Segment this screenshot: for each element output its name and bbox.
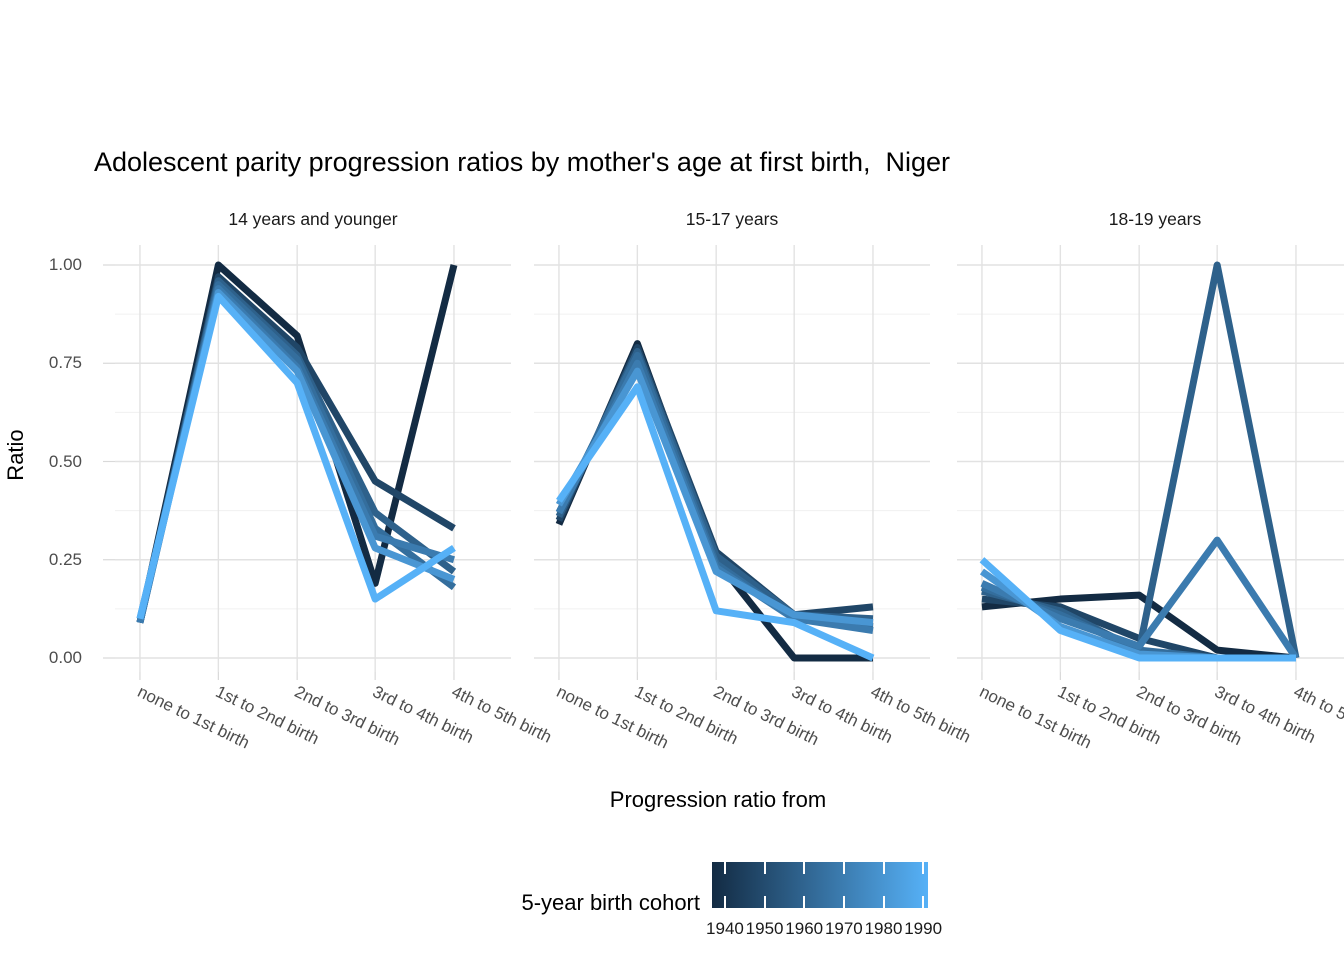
facet-strip-label-3: 18-19 years [1108, 209, 1202, 229]
x-axis-title: Progression ratio from [609, 787, 827, 812]
legend-tick-label: 1980 [864, 919, 903, 938]
line-chart-canvas [103, 245, 1344, 680]
legend-colorbar-tick [803, 896, 806, 908]
y-tick-label: 0.50 [48, 451, 82, 471]
legend-colorbar-tick [763, 896, 766, 908]
legend-colorbar-tick [763, 862, 766, 874]
legend-tick-label: 1970 [824, 919, 863, 938]
legend-colorbar-tick [882, 862, 885, 874]
y-tick-label: 0.00 [48, 648, 82, 667]
cohort-line-1990 [979, 557, 1296, 662]
legend-tick-label: 1960 [785, 919, 824, 938]
legend-colorbar-tick [922, 862, 925, 874]
facet-strip-label-1: 14 years and younger [228, 209, 398, 229]
legend-colorbar [712, 862, 928, 908]
legend-tick-label: 1940 [706, 919, 744, 938]
y-tick-label: 1.00 [48, 255, 82, 274]
legend-colorbar-tick [723, 862, 726, 874]
legend-colorbar-tick [803, 862, 806, 874]
chart-title: Adolescent parity progression ratios by … [94, 147, 951, 177]
legend-colorbar-tick [882, 896, 885, 908]
cohort-line-1980 [555, 367, 874, 627]
y-tick-label: 0.75 [48, 353, 82, 373]
legend-title: 5-year birth cohort [521, 890, 700, 915]
legend-colorbar-tick [842, 862, 845, 874]
y-tick-label: 0.25 [48, 549, 82, 569]
legend-colorbar-tick [723, 896, 726, 908]
facet-strip-label-2: 15-17 years [685, 209, 779, 229]
legend-colorbar-tick [842, 896, 845, 908]
legend-tick-label: 1990 [904, 919, 943, 938]
legend-colorbar-tick [922, 896, 925, 908]
legend-tick-label: 1950 [745, 919, 784, 938]
cohort-line-1990 [136, 292, 456, 620]
cohort-line-1990 [556, 383, 875, 662]
